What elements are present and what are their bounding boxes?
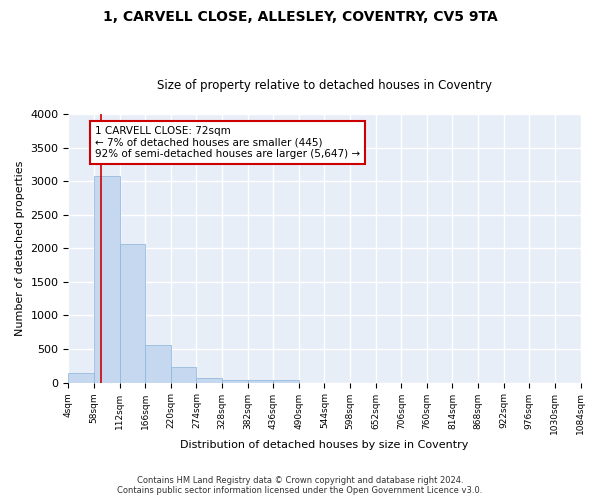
Bar [273, 380, 299, 382]
Text: Contains HM Land Registry data © Crown copyright and database right 2024.
Contai: Contains HM Land Registry data © Crown c… [118, 476, 482, 495]
Bar [145, 345, 171, 383]
X-axis label: Distribution of detached houses by size in Coventry: Distribution of detached houses by size … [180, 440, 469, 450]
Bar [171, 367, 196, 382]
Bar [248, 380, 273, 382]
Bar [94, 176, 119, 382]
Y-axis label: Number of detached properties: Number of detached properties [15, 160, 25, 336]
Text: 1 CARVELL CLOSE: 72sqm
← 7% of detached houses are smaller (445)
92% of semi-det: 1 CARVELL CLOSE: 72sqm ← 7% of detached … [95, 126, 360, 160]
Bar [222, 380, 248, 382]
Bar [119, 244, 145, 382]
Bar [196, 378, 222, 382]
Title: Size of property relative to detached houses in Coventry: Size of property relative to detached ho… [157, 79, 492, 92]
Text: 1, CARVELL CLOSE, ALLESLEY, COVENTRY, CV5 9TA: 1, CARVELL CLOSE, ALLESLEY, COVENTRY, CV… [103, 10, 497, 24]
Bar [68, 373, 94, 382]
